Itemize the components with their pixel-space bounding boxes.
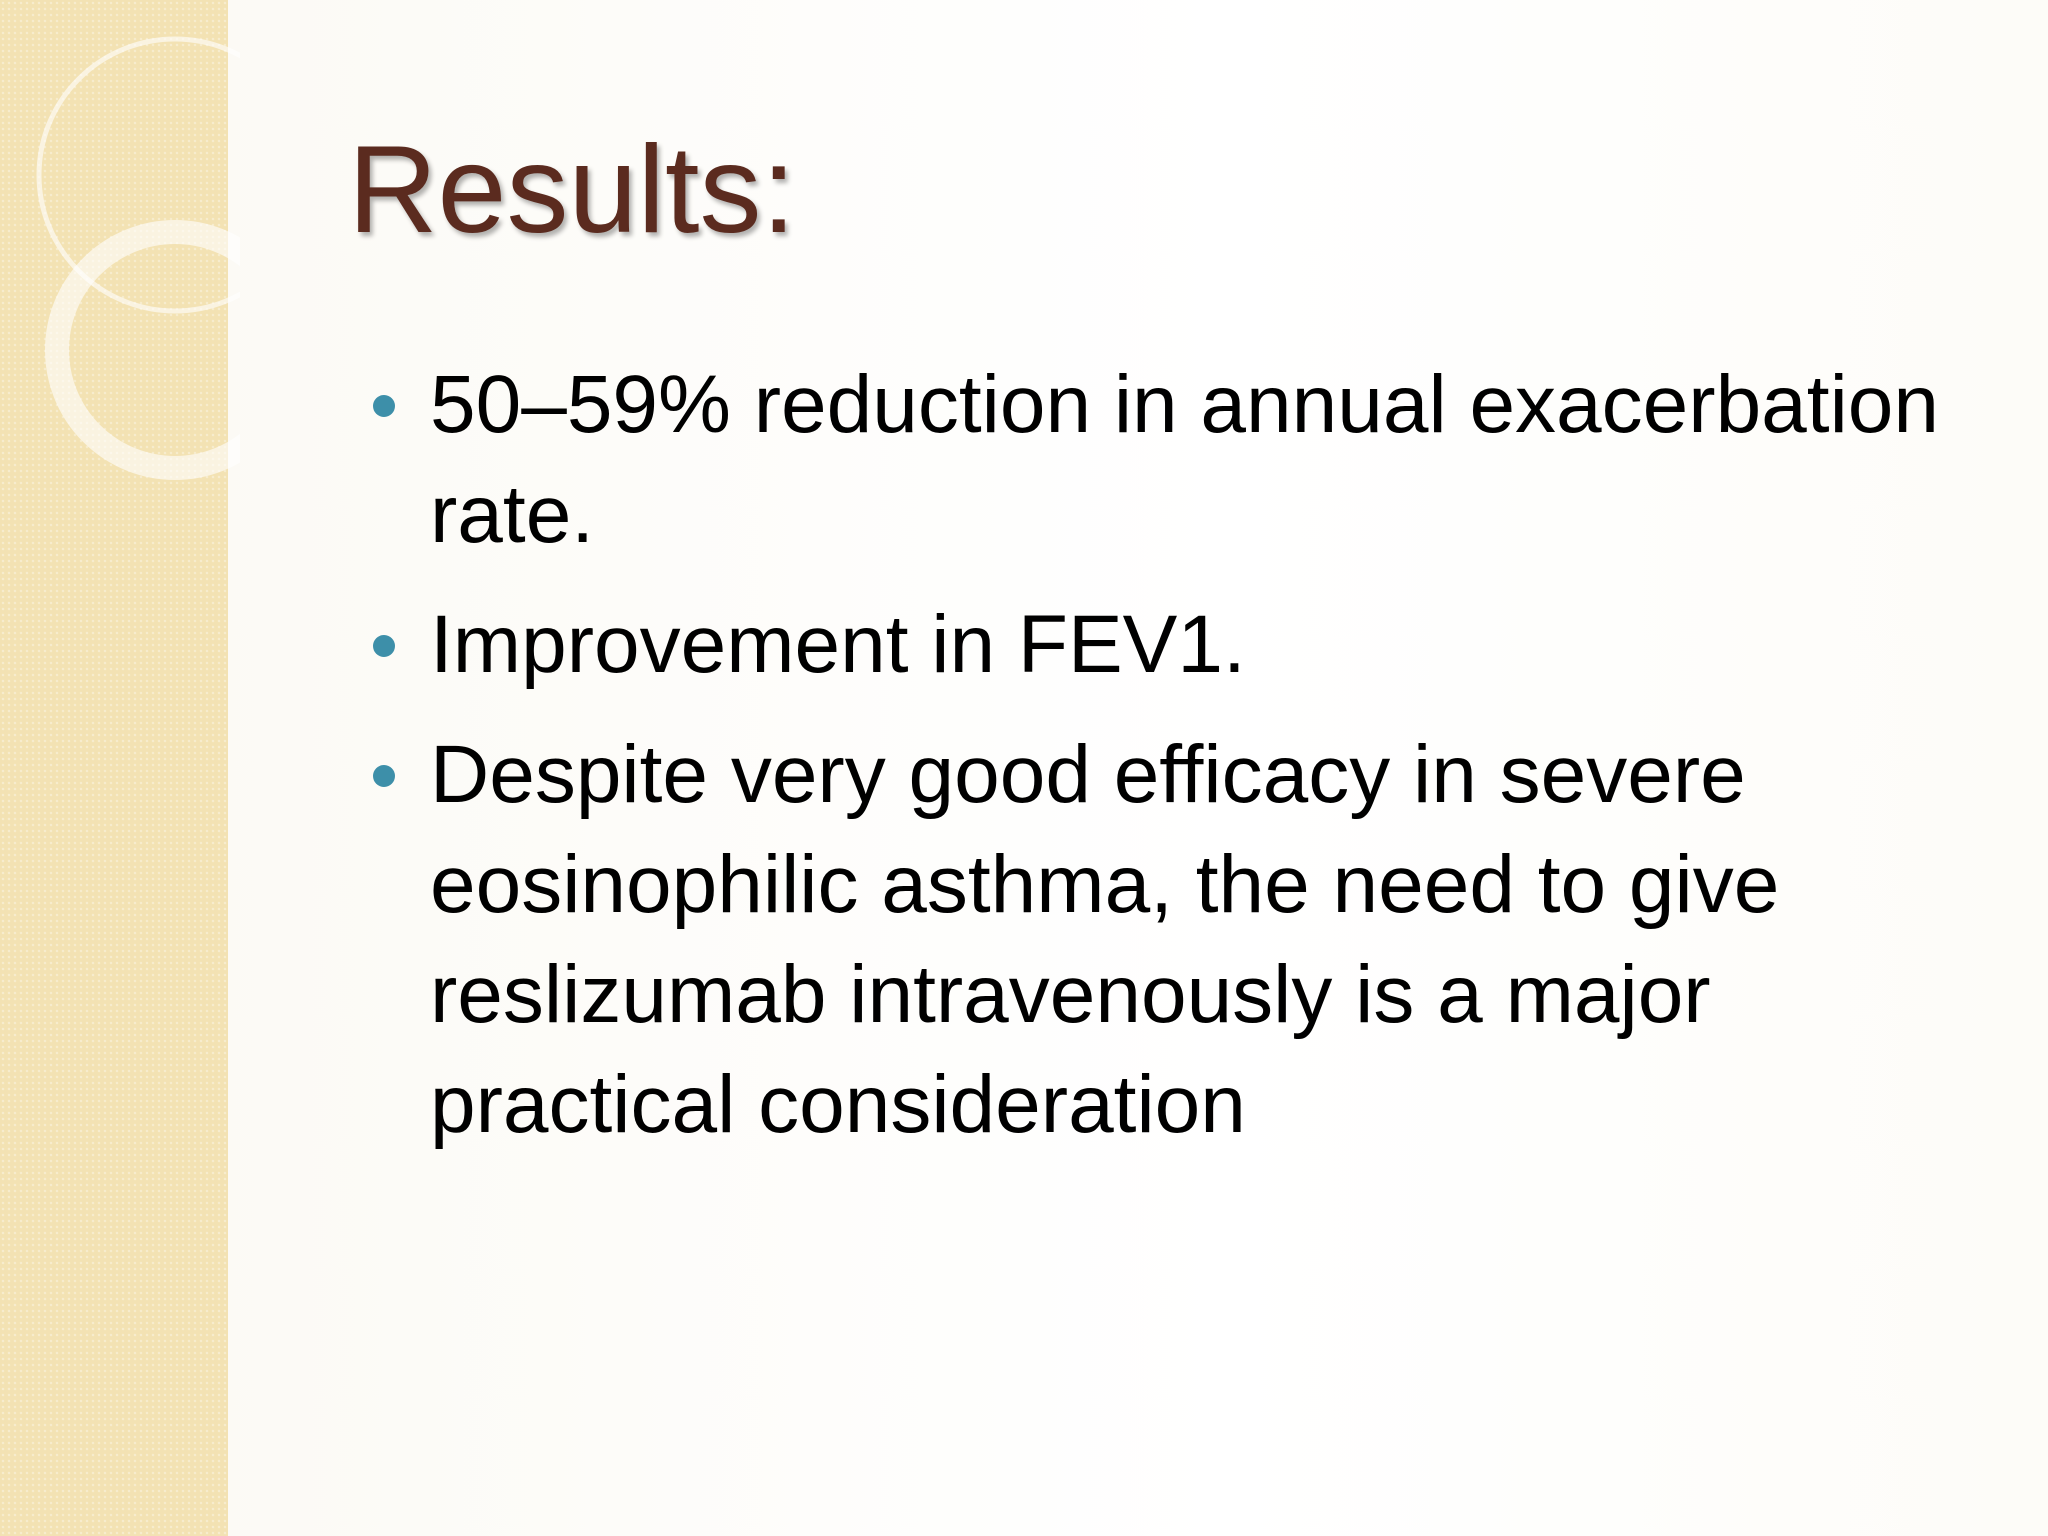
bullet: Despite very good efficacy in severe eos… [356,720,1956,1160]
decoration [36,36,240,480]
bullet-list: 50–59% reduction in annual exacerbation … [356,350,1956,1180]
slide-title: Results: [348,121,796,259]
bullet: 50–59% reduction in annual exacerbation … [356,350,1956,570]
bullet: Improvement in FEV1. [356,590,1956,700]
